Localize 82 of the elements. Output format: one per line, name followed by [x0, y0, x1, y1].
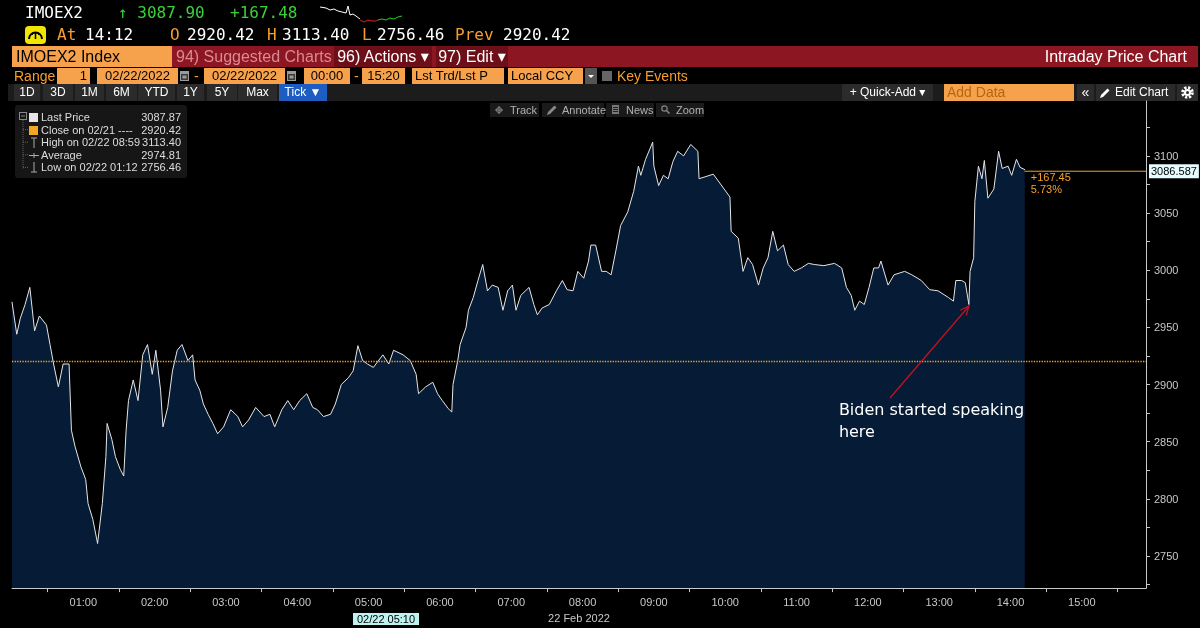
- annotation: Zoom: [676, 103, 705, 117]
- text: At: [57, 25, 77, 45]
- x-tick-label: 12:00: [854, 595, 882, 608]
- x-tick-label: 01:00: [69, 595, 98, 608]
- text: 2756.46: [377, 25, 445, 45]
- y-tick-label: 3000: [1154, 264, 1179, 277]
- text: -: [194, 68, 199, 84]
- text: 2920.42: [503, 25, 571, 44]
- annotation: Annotate: [562, 103, 607, 117]
- button: Max: [238, 84, 277, 101]
- text: Prev: [455, 25, 494, 45]
- y-tick-label: 2900: [1154, 378, 1179, 391]
- x-tick-label: 11:00: [783, 595, 810, 608]
- button: 1M: [75, 84, 104, 101]
- text: Edit Chart: [1115, 84, 1169, 101]
- annotation: 2920.42: [141, 123, 181, 137]
- text: 2920.42: [187, 25, 255, 45]
- annotation: Track: [510, 103, 538, 117]
- annotation: 5.73%: [1030, 182, 1063, 195]
- y-tick-label: 3050: [1154, 207, 1179, 220]
- menu-button: 97) Edit ▾: [436, 46, 508, 67]
- dropdown-button: Tick ▼: [279, 84, 327, 101]
- annotation: Biden started speaking here: [838, 400, 1030, 442]
- text: 3113.40: [282, 25, 350, 45]
- chart-subtitle: Intraday Price Chart: [1044, 47, 1187, 67]
- x-tick-label: 05:00: [354, 595, 383, 608]
- text: L: [362, 25, 372, 45]
- annotation: News: [626, 103, 654, 117]
- button: 5Y: [207, 84, 237, 101]
- x-tick-label: 08:00: [568, 595, 597, 608]
- ticker-field: IMOEX2 Index: [12, 46, 172, 67]
- text: Range: [14, 68, 56, 84]
- chart-title: IMOEX2: [25, 3, 83, 23]
- text: 94) Suggested Charts: [176, 47, 332, 67]
- data-label: 3086.587: [1151, 165, 1197, 178]
- x-tick-label: 03:00: [212, 595, 240, 608]
- x-tick-label: 09:00: [640, 595, 668, 608]
- y-tick-label: 2850: [1154, 435, 1179, 448]
- button: 1Y: [177, 84, 204, 101]
- legend-label: Close on 02/21 ----: [41, 123, 133, 137]
- text: +167.48: [230, 3, 298, 23]
- menu-button: 96) Actions ▾: [334, 46, 432, 67]
- input-field: 1: [57, 68, 90, 84]
- x-axis-title: 22 Feb 2022: [548, 611, 610, 624]
- button: 3D: [43, 84, 73, 101]
- input-field: 02/22/2022: [204, 68, 285, 84]
- text: 14:12: [85, 25, 134, 45]
- input-field: 15:20: [362, 68, 405, 84]
- annotation: High on 02/22 08:59 3113.40: [41, 136, 181, 149]
- button: YTD: [138, 84, 175, 101]
- button: + Quick-Add ▾: [842, 84, 933, 101]
- x-tick-label: 07:00: [497, 595, 526, 608]
- x-tick-label: 10:00: [711, 595, 739, 608]
- input-field: Add Data: [944, 84, 1074, 101]
- button: 1D: [14, 84, 40, 101]
- input-field: Lst Trd/Lst P: [412, 68, 504, 84]
- input-field: 00:00: [304, 68, 350, 84]
- y-tick-label: 2950: [1154, 321, 1179, 334]
- x-tick-label: 04:00: [283, 595, 312, 608]
- annotation: +167.45: [1030, 170, 1071, 183]
- text: Average 2974.81: [41, 148, 181, 161]
- text: 02/22 05:10: [353, 613, 420, 625]
- annotation: Low on 02/22 01:12 2756.46: [41, 161, 181, 174]
- x-tick-label: 06:00: [426, 595, 454, 608]
- text: -: [354, 68, 359, 84]
- x-tick-label: 02:00: [140, 595, 169, 608]
- text: ↑ 3087.90: [118, 3, 205, 23]
- annotation: 3087.87: [141, 111, 181, 124]
- button: 6M: [106, 84, 137, 101]
- text: O: [170, 25, 180, 45]
- y-tick-label: 2800: [1154, 492, 1179, 505]
- x-tick-label: 14:00: [996, 595, 1025, 608]
- y-tick-label: 3100: [1154, 149, 1179, 162]
- y-tick-label: 2750: [1154, 550, 1179, 563]
- input-field: Local CCY: [508, 68, 583, 84]
- input-field: 02/22/2022: [97, 68, 178, 84]
- text: H: [267, 25, 277, 45]
- text: Key Events: [617, 68, 688, 84]
- x-tick-label: 15:00: [1068, 595, 1096, 608]
- legend-label: Last Price: [41, 111, 90, 124]
- x-tick-label: 13:00: [925, 595, 953, 608]
- button: «: [1077, 84, 1094, 101]
